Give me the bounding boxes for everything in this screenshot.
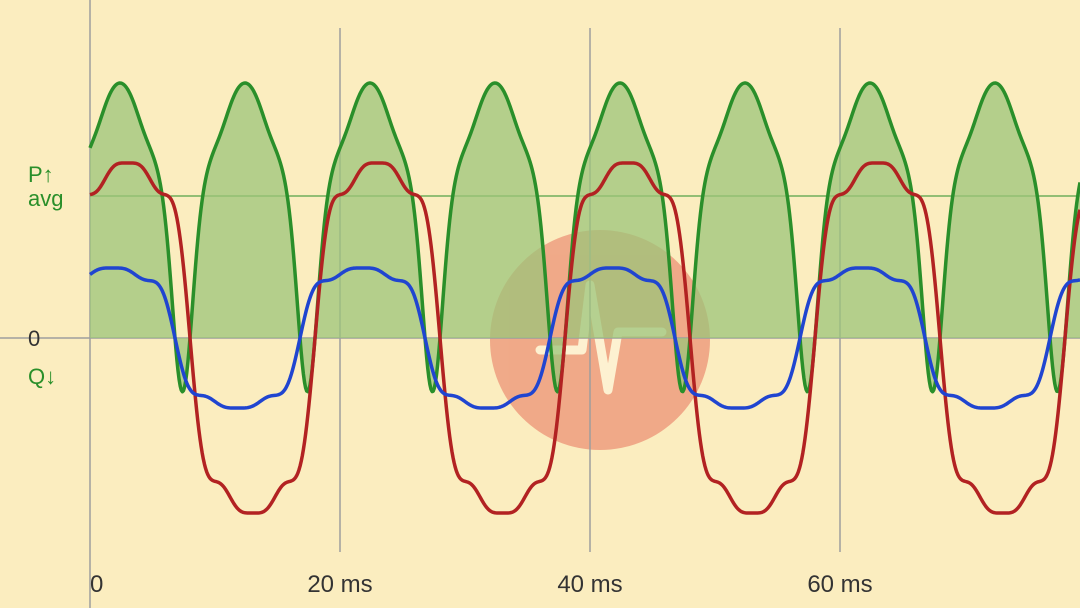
x-tick-label: 60 ms [807,571,872,598]
label-avg: avg [28,186,63,211]
label-zero: 0 [28,326,40,351]
power-waveform-chart: 0 20 ms 40 ms 60 ms 0 P↑avg Q↓ [0,0,1080,608]
label-P: P↑ [28,162,54,187]
x-tick-label: 40 ms [557,571,622,598]
label-Q: Q↓ [28,364,56,389]
x-tick-label: 20 ms [307,571,372,598]
x-tick-label: 0 [90,571,103,598]
